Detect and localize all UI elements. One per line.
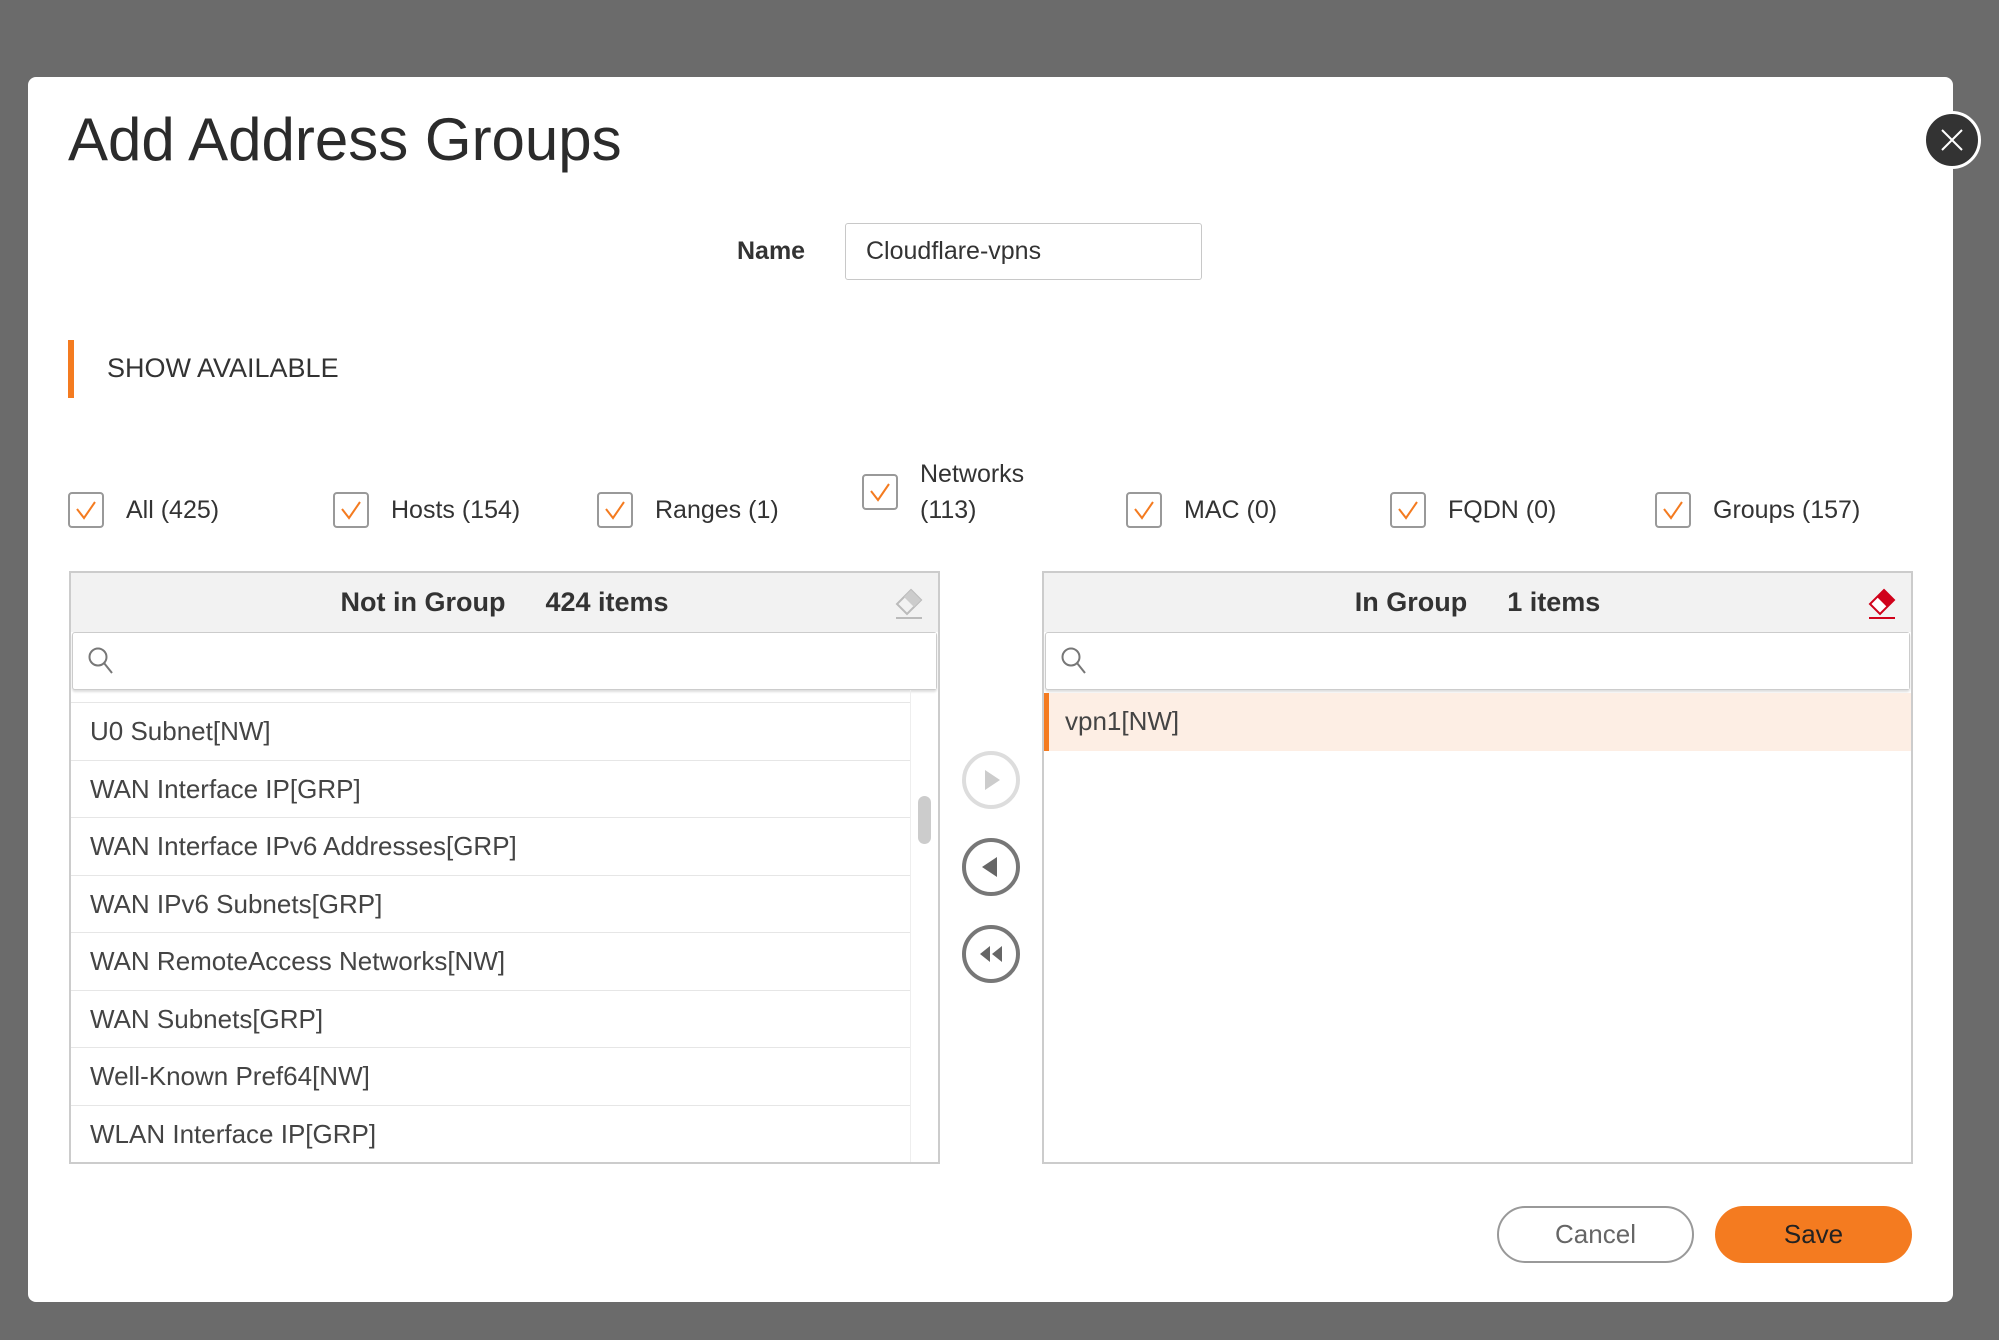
filter-fqdn-checkbox[interactable]: FQDN (0) bbox=[1390, 492, 1556, 528]
move-left-button[interactable] bbox=[962, 838, 1020, 896]
name-label: Name bbox=[737, 237, 806, 265]
move-right-button[interactable] bbox=[962, 751, 1020, 809]
rewind-icon bbox=[980, 946, 1002, 962]
filter-networks-checkbox[interactable]: Networks (113) bbox=[862, 460, 1024, 528]
add-address-groups-dialog: Add Address Groups Name SHOW AVAILABLE A… bbox=[28, 77, 1953, 1302]
selected-list: vpn1[NW] bbox=[1044, 690, 1911, 1162]
play-left-icon bbox=[982, 857, 997, 877]
eraser-icon[interactable] bbox=[1867, 587, 1897, 626]
available-list: U0 Subnet[NW] WAN Interface IP[GRP] WAN … bbox=[71, 690, 938, 1162]
search-field[interactable] bbox=[1045, 632, 1910, 690]
filter-mac-checkbox[interactable]: MAC (0) bbox=[1126, 492, 1277, 528]
search-icon bbox=[1061, 647, 1086, 674]
filter-label: FQDN (0) bbox=[1448, 496, 1557, 524]
item-count: 1 items bbox=[1507, 587, 1601, 617]
panel-title: In Group bbox=[1354, 587, 1468, 617]
list-item[interactable]: WAN RemoteAccess Networks[NW] bbox=[71, 933, 910, 991]
filter-label: All (425) bbox=[126, 496, 220, 524]
list-item[interactable]: WAN IPv6 Subnets[GRP] bbox=[71, 876, 910, 933]
item-count: 424 items bbox=[545, 587, 669, 617]
cancel-button[interactable]: Cancel bbox=[1497, 1206, 1694, 1263]
close-button[interactable] bbox=[1923, 111, 1981, 169]
filter-groups-checkbox[interactable]: Groups (157) bbox=[1655, 492, 1860, 528]
check-icon bbox=[1655, 492, 1691, 528]
filter-ranges-checkbox[interactable]: Ranges (1) bbox=[597, 492, 779, 528]
check-icon bbox=[68, 492, 104, 528]
list-item[interactable]: U0 Subnet[NW] bbox=[71, 703, 910, 761]
list-item[interactable]: WAN Interface IP[GRP] bbox=[71, 761, 910, 818]
scrollbar-thumb[interactable] bbox=[918, 796, 931, 844]
filter-label: Hosts (154) bbox=[391, 496, 521, 524]
search-input[interactable] bbox=[1096, 633, 1909, 689]
not-in-group-panel: Not in Group 424 items U0 Subnet[NW] WAN … bbox=[69, 571, 940, 1164]
list-item[interactable]: Well-Known Pref64[NW] bbox=[71, 1048, 910, 1106]
search-field[interactable] bbox=[72, 632, 937, 690]
scrollbar[interactable] bbox=[910, 690, 938, 1162]
check-icon bbox=[333, 492, 369, 528]
list-item[interactable]: WLAN Interface IP[GRP] bbox=[71, 1106, 910, 1163]
filter-label: MAC (0) bbox=[1184, 496, 1278, 524]
save-button[interactable]: Save bbox=[1715, 1206, 1912, 1263]
filter-hosts-checkbox[interactable]: Hosts (154) bbox=[333, 492, 520, 528]
filter-label: Ranges (1) bbox=[655, 496, 779, 524]
panel-title: Not in Group bbox=[340, 587, 506, 617]
name-input[interactable] bbox=[845, 223, 1202, 280]
dialog-title: Add Address Groups bbox=[68, 106, 622, 173]
search-input[interactable] bbox=[123, 633, 936, 689]
check-icon bbox=[597, 492, 633, 528]
filter-label: Networks bbox=[920, 460, 1025, 488]
eraser-icon[interactable] bbox=[894, 587, 924, 626]
check-icon bbox=[1390, 492, 1426, 528]
check-icon bbox=[1126, 492, 1162, 528]
in-group-panel: In Group 1 items vpn1[NW] bbox=[1042, 571, 1913, 1164]
check-icon bbox=[862, 474, 898, 510]
section-accent-bar bbox=[68, 340, 74, 398]
list-item[interactable]: WAN Subnets[GRP] bbox=[71, 991, 910, 1048]
filter-all-checkbox[interactable]: All (425) bbox=[68, 492, 219, 528]
filter-count: (113) bbox=[920, 496, 977, 524]
move-all-left-button[interactable] bbox=[962, 925, 1020, 983]
search-icon bbox=[88, 647, 113, 674]
list-item[interactable]: WAN Interface IPv6 Addresses[GRP] bbox=[71, 818, 910, 876]
show-available-heading: SHOW AVAILABLE bbox=[107, 353, 339, 383]
filter-label: Groups (157) bbox=[1713, 496, 1861, 524]
play-right-icon bbox=[985, 770, 1000, 790]
close-icon bbox=[1941, 129, 1963, 151]
list-item-selected[interactable]: vpn1[NW] bbox=[1044, 693, 1911, 751]
panel-header: In Group 1 items bbox=[1044, 573, 1911, 632]
panel-header: Not in Group 424 items bbox=[71, 573, 938, 632]
